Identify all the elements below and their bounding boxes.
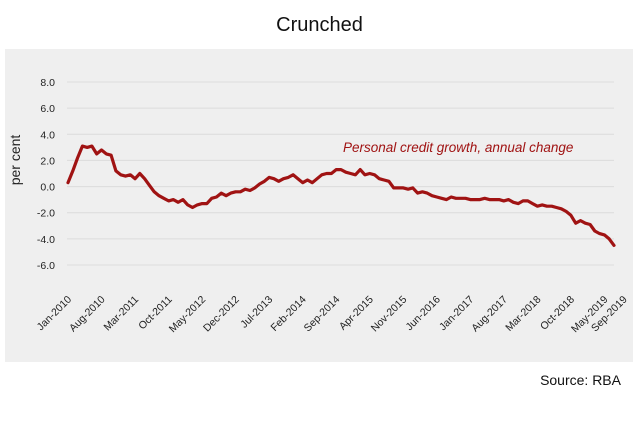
chart-title: Crunched <box>276 14 363 36</box>
series-line-personal-credit-growth <box>66 144 616 247</box>
y-tick-label: -2.0 <box>37 208 55 220</box>
x-tick-label: Aug-2010 <box>67 294 108 335</box>
x-axis-ticks: Jan-2010Aug-2010Mar-2011Oct-2011May-2012… <box>35 294 630 336</box>
y-tick-label: 0.0 <box>40 182 55 194</box>
x-tick-label: Mar-2011 <box>101 294 141 334</box>
x-tick-label: May-2012 <box>167 294 209 336</box>
x-tick-label: Aug-2017 <box>469 294 510 335</box>
x-tick-label: Dec-2012 <box>201 294 242 335</box>
grid-lines <box>67 81 614 266</box>
y-tick-label: 2.0 <box>40 155 55 167</box>
y-axis-label: per cent <box>7 135 23 186</box>
plot-area <box>5 49 633 362</box>
x-tick-label: Sep-2014 <box>302 294 343 335</box>
y-tick-label: 4.0 <box>40 129 55 141</box>
y-tick-label: 8.0 <box>40 77 55 89</box>
y-tick-label: -4.0 <box>37 234 55 246</box>
y-tick-label: -6.0 <box>37 260 55 272</box>
series-annotation: Personal credit growth, annual change <box>343 140 573 155</box>
series-layer <box>66 144 616 247</box>
source-note: Source: RBA <box>540 372 621 388</box>
y-tick-label: 6.0 <box>40 103 55 115</box>
y-axis-ticks: 8.0 6.0 4.0 2.0 0.0 -2.0 -4.0 -6.0 <box>37 77 55 272</box>
x-tick-label: Mar-2018 <box>503 294 543 334</box>
x-tick-label: Nov-2015 <box>369 294 410 335</box>
x-tick-label: Jun-2016 <box>403 294 443 334</box>
